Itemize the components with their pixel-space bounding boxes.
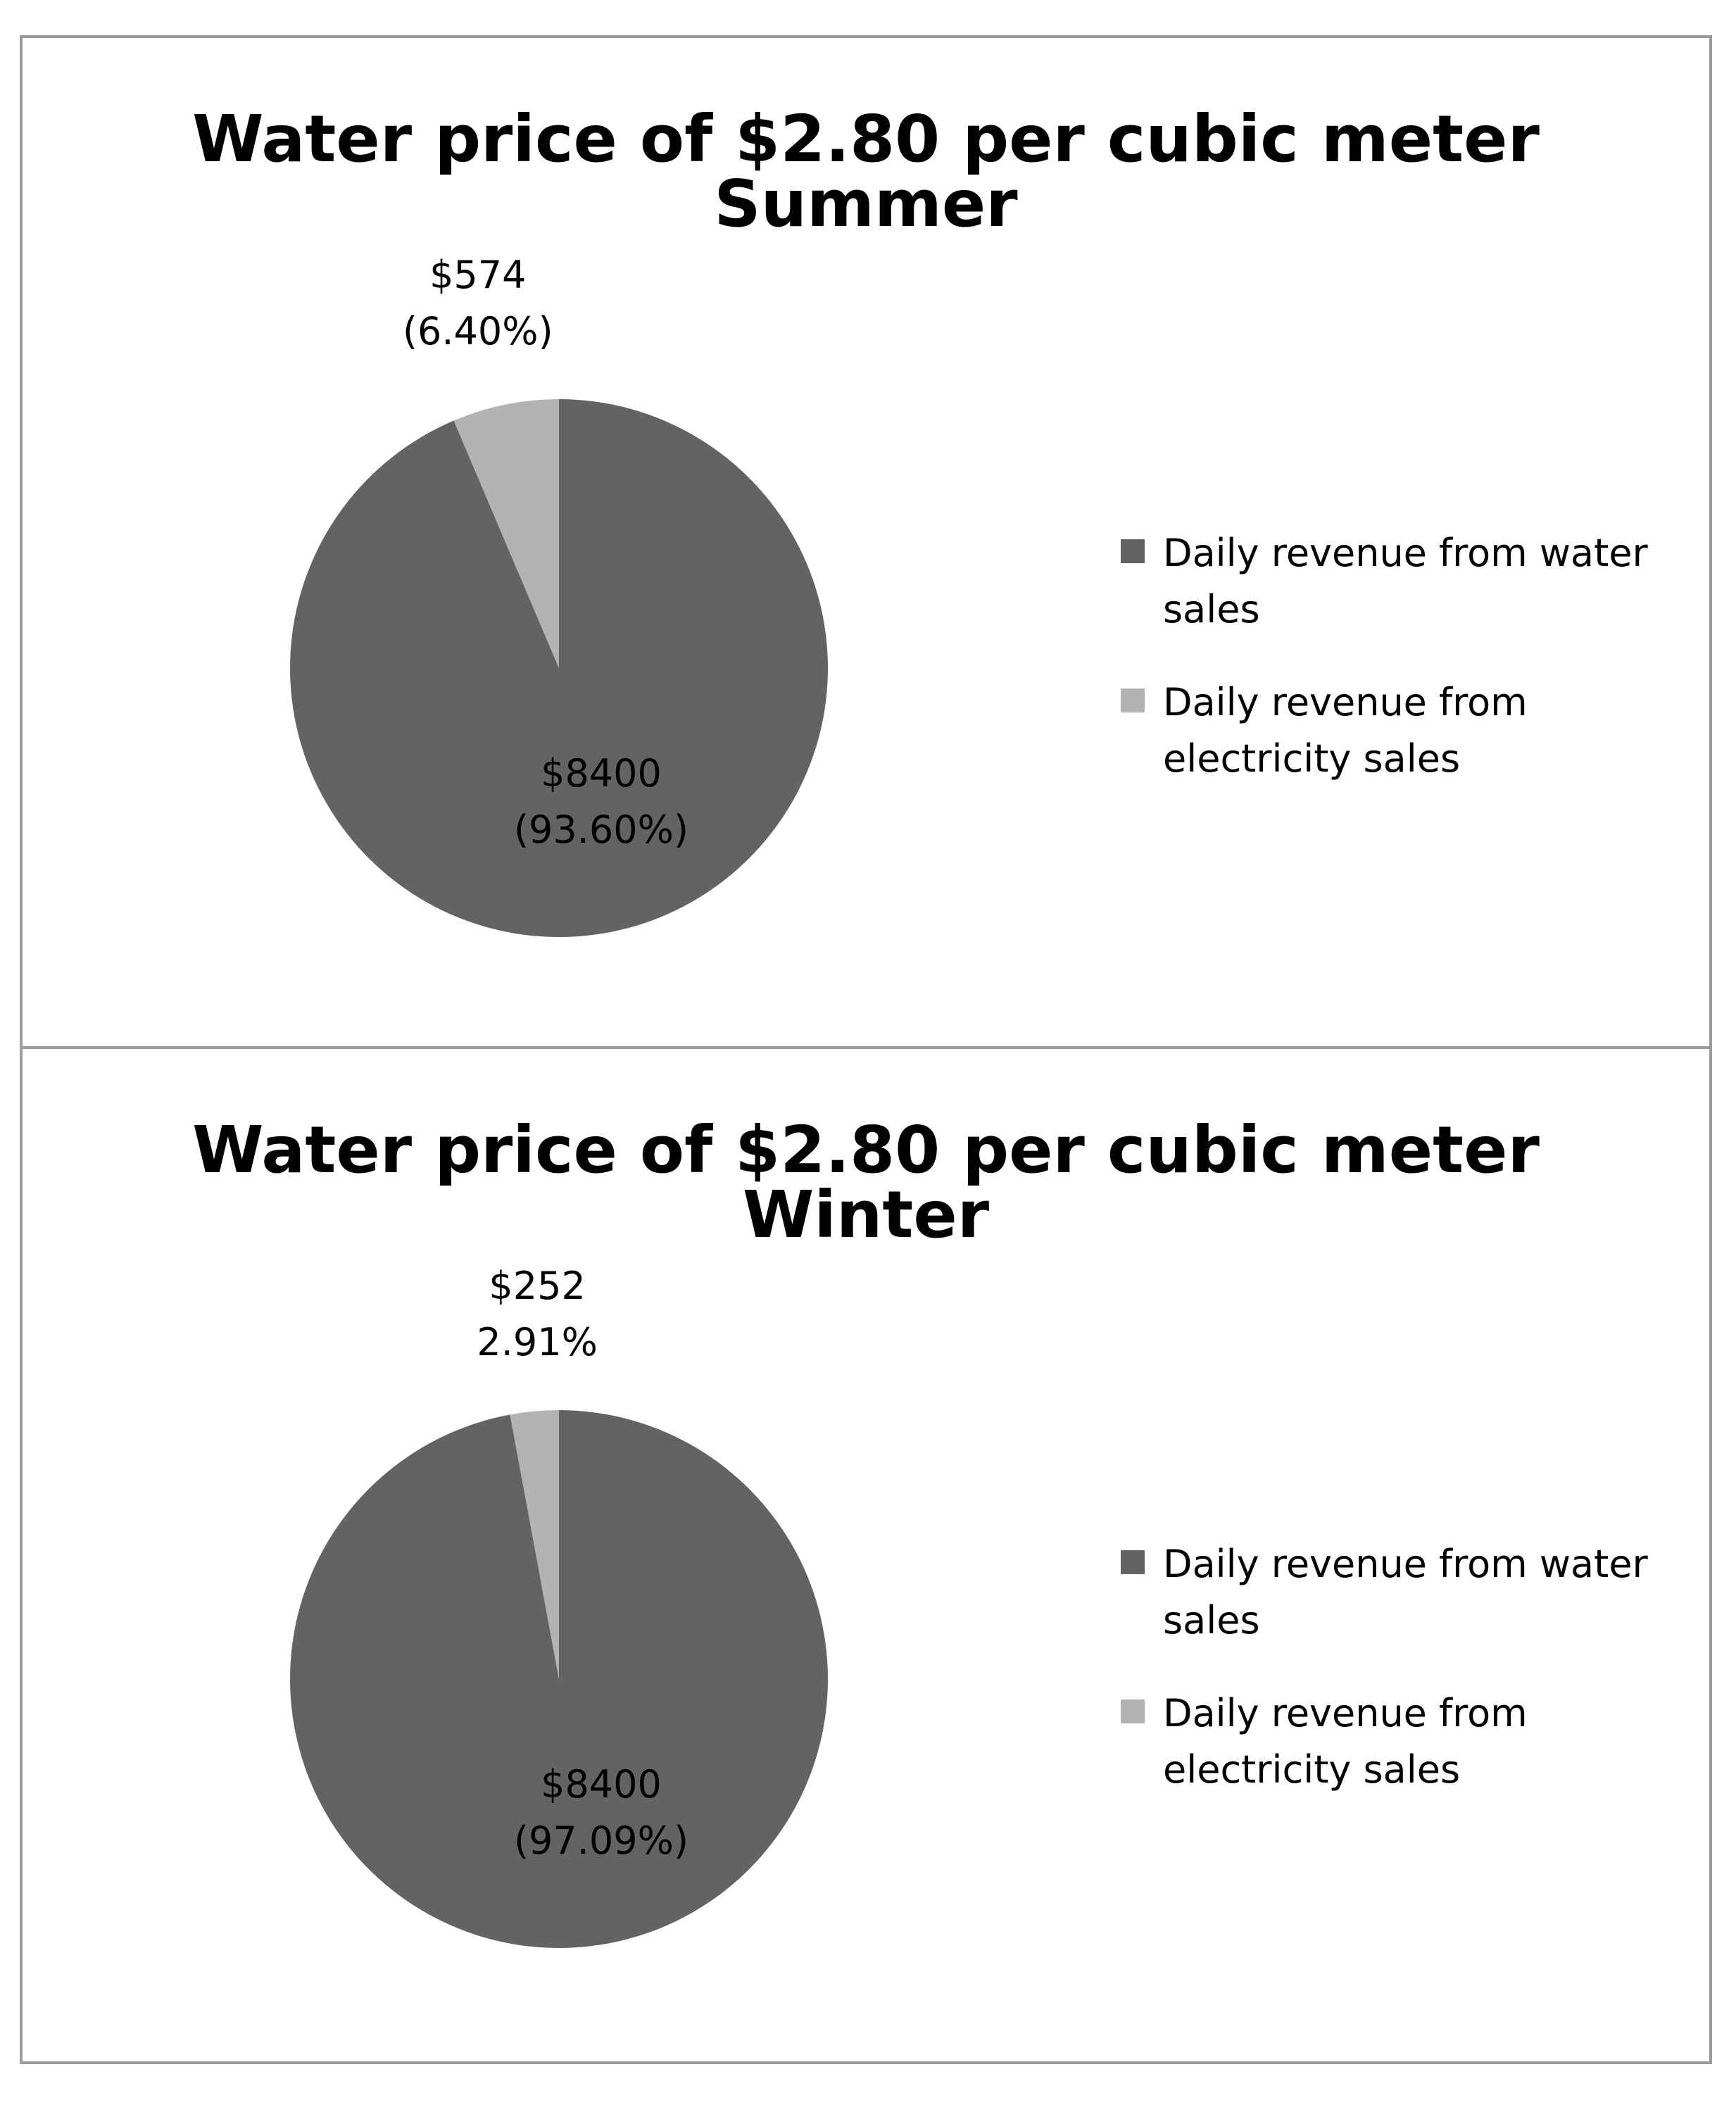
legend-swatch-electricity-winter: [1121, 1699, 1145, 1723]
chart-divider: [20, 1046, 1712, 1049]
legend-label-water-winter-1: Daily revenue from water: [1163, 1542, 1649, 1586]
pie-slice-water-winter: [290, 1410, 829, 1948]
chart-title-line-2-summer: Summer: [714, 166, 1018, 241]
pie-slice-electricity-winter: [510, 1410, 559, 1679]
legend-label-electricity-summer-1: Daily revenue from: [1163, 680, 1528, 724]
legend-swatch-electricity-summer: [1121, 689, 1145, 712]
chart-title-line-1-winter: Water price of $2.80 per cubic meter: [192, 1112, 1540, 1188]
chart-title-line-2-winter: Winter: [743, 1177, 990, 1252]
data-label-water-winter-1: $8400: [541, 1762, 662, 1806]
data-label-electricity-summer-1: $574: [429, 253, 526, 297]
pie-chart-summer: Water price of $2.80 per cubic meterSumm…: [192, 101, 1649, 938]
data-label-water-summer-1: $8400: [541, 751, 662, 796]
legend-label-electricity-winter-1: Daily revenue from: [1163, 1691, 1528, 1735]
data-label-electricity-winter-1: $252: [489, 1264, 585, 1308]
legend-swatch-water-summer: [1121, 539, 1145, 563]
legend-label-water-summer-2: sales: [1163, 587, 1260, 632]
chart-title-line-1-summer: Water price of $2.80 per cubic meter: [192, 101, 1540, 177]
pie-chart-winter: Water price of $2.80 per cubic meterWint…: [192, 1112, 1649, 1948]
legend-label-electricity-summer-2: electricity sales: [1163, 736, 1460, 781]
pie-slice-electricity-summer: [453, 399, 559, 668]
data-label-electricity-winter-2: 2.91%: [477, 1320, 598, 1364]
legend-swatch-water-winter: [1121, 1550, 1145, 1574]
legend-label-water-winter-2: sales: [1163, 1598, 1260, 1642]
data-label-water-summer-2: (93.60%): [514, 808, 688, 852]
data-label-water-winter-2: (97.09%): [514, 1818, 688, 1863]
legend-label-water-summer-1: Daily revenue from water: [1163, 531, 1649, 575]
pie-slice-water-summer: [289, 399, 828, 938]
legend-label-electricity-winter-2: electricity sales: [1163, 1747, 1460, 1792]
data-label-electricity-summer-2: (6.40%): [403, 309, 553, 353]
